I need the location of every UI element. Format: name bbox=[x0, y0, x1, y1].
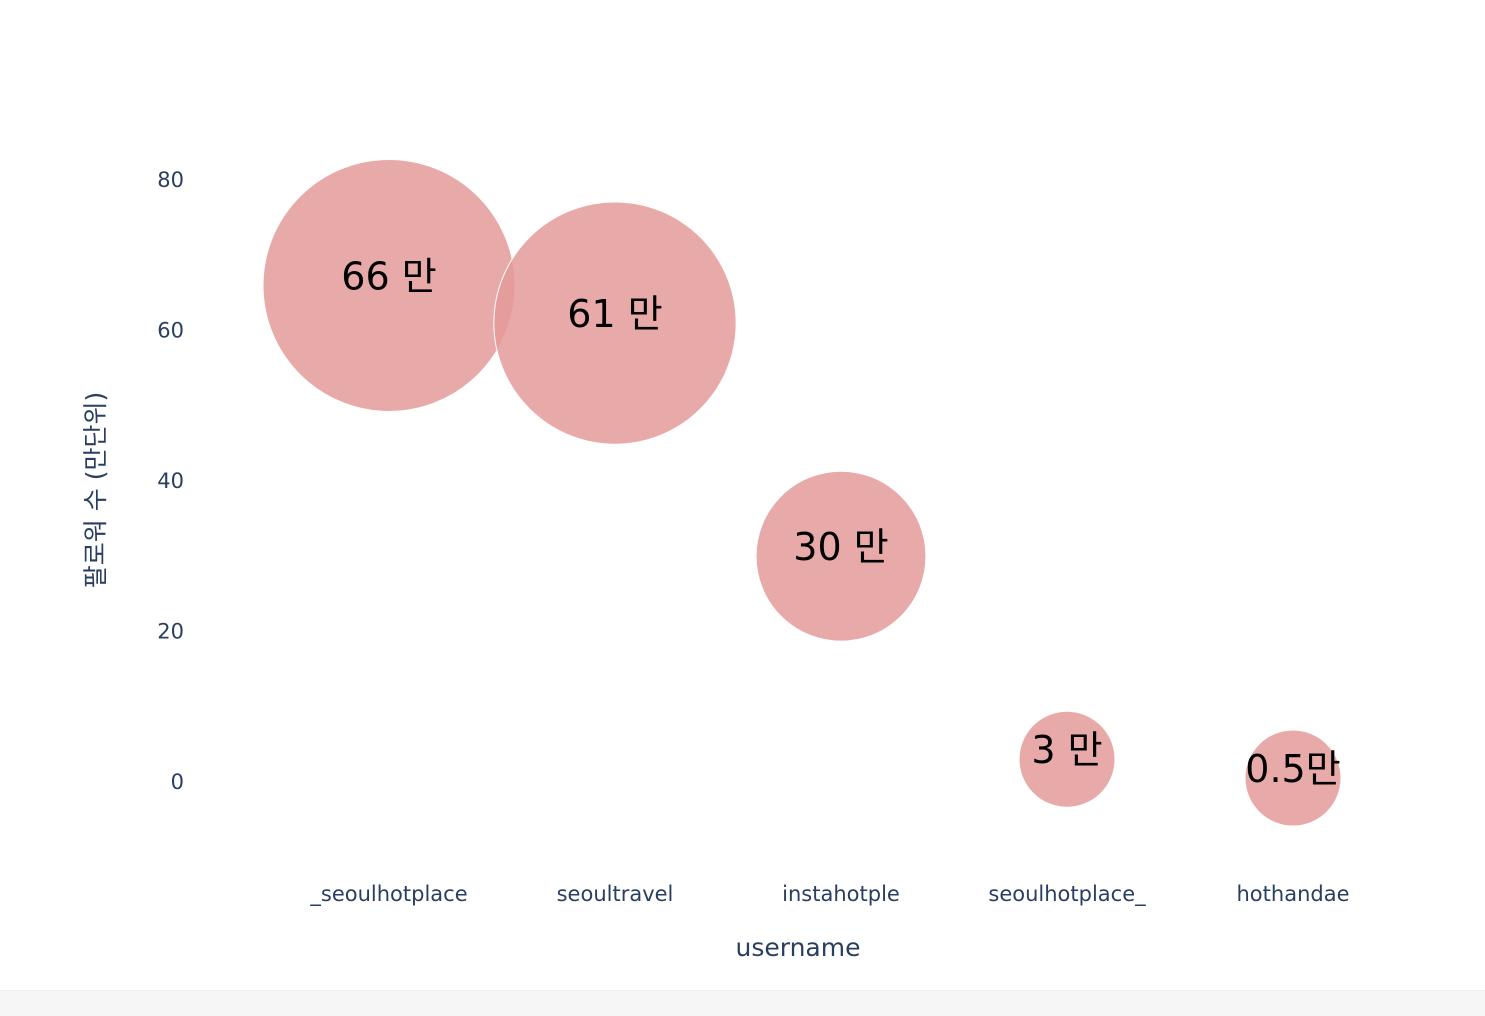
x-tick-label: instahotple bbox=[782, 882, 900, 906]
bubble-data-label: 0.5만 bbox=[1245, 747, 1340, 791]
bubble-labels-layer: 66 만 61 만 30 만 3 만 0.5만 bbox=[341, 254, 1340, 791]
x-tick-label: seoultravel bbox=[557, 882, 674, 906]
bubble-data-label: 3 만 bbox=[1031, 728, 1102, 772]
y-tick-label: 20 bbox=[157, 619, 184, 643]
y-axis-ticks: 0 20 40 60 80 bbox=[157, 168, 184, 794]
x-tick-label: seoulhotplace_ bbox=[988, 882, 1146, 907]
bubble-data-label: 30 만 bbox=[793, 525, 888, 569]
y-tick-label: 0 bbox=[171, 770, 184, 794]
y-axis-title: 팔로워 수 (만단위) bbox=[81, 392, 110, 588]
bubble-point[interactable] bbox=[1018, 710, 1116, 808]
bubble-point[interactable] bbox=[493, 201, 737, 445]
x-axis-title: username bbox=[736, 933, 861, 962]
y-tick-label: 60 bbox=[157, 319, 184, 343]
bubble-data-label: 61 만 bbox=[567, 292, 662, 336]
x-tick-label: _seoulhotplace bbox=[309, 882, 467, 907]
x-axis-ticks: _seoulhotplace seoultravel instahotple seou… bbox=[309, 882, 1349, 907]
y-tick-label: 80 bbox=[157, 168, 184, 192]
y-tick-label: 40 bbox=[157, 469, 184, 493]
x-tick-label: hothandae bbox=[1237, 882, 1350, 906]
bubble-point[interactable] bbox=[1244, 729, 1342, 827]
bottom-strip bbox=[0, 990, 1485, 1016]
bubbles-layer bbox=[262, 158, 1342, 827]
bubble-point[interactable] bbox=[755, 470, 927, 642]
bubble-data-label: 66 만 bbox=[341, 254, 436, 298]
